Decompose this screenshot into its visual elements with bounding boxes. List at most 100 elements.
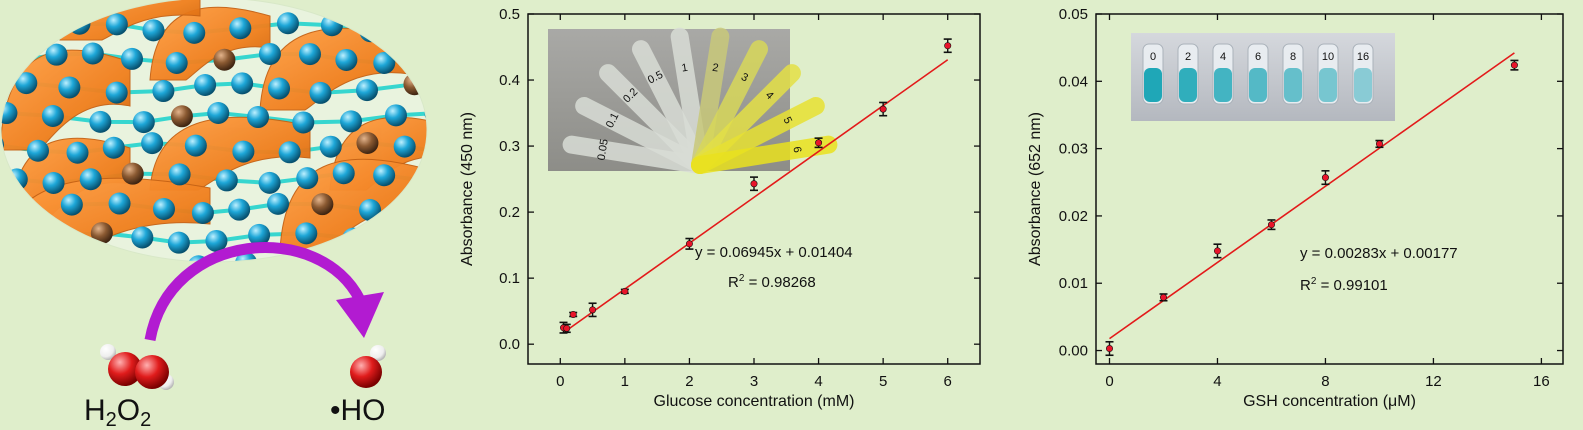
inset-tube-label: 8 bbox=[1290, 51, 1296, 63]
inset-tube-liquid bbox=[1319, 68, 1337, 102]
glucose-y-tick-label: 0.4 bbox=[499, 72, 520, 89]
inset-tube-label: 5 bbox=[781, 115, 794, 126]
carbon-atom bbox=[232, 140, 255, 163]
carbon-atom bbox=[1, 230, 20, 253]
gsh-chart: 0 2 4 6 8 10 16 0 4 8 12 16 0.00 0.01 0.02 0.03 0.04 0.0… bbox=[1027, 6, 1564, 410]
carbon-atom bbox=[353, 260, 376, 262]
inset-tube-liquid bbox=[1354, 68, 1372, 102]
carbon-atom bbox=[60, 193, 83, 216]
carbon-atom bbox=[26, 139, 49, 162]
gsh-x-tick-label: 12 bbox=[1425, 373, 1442, 390]
reactant-label: H2O2 bbox=[84, 394, 151, 430]
gsh-y-tick-label: 0.02 bbox=[1059, 208, 1088, 225]
glucose-y-tick-label: 0.0 bbox=[499, 336, 520, 353]
metal-atom bbox=[278, 256, 301, 262]
carbon-atom bbox=[1, 102, 18, 125]
metal-atom bbox=[121, 162, 144, 185]
carbon-atom bbox=[152, 80, 175, 103]
gsh-data-point bbox=[1159, 293, 1167, 301]
glucose-x-tick-label: 0 bbox=[556, 373, 564, 390]
inset-tube-label: 1 bbox=[681, 62, 689, 75]
inset-tube-label: 0.05 bbox=[596, 138, 611, 161]
gsh-x-tick-label: 0 bbox=[1105, 373, 1113, 390]
carbon-atom bbox=[436, 141, 458, 163]
carbon-atom bbox=[168, 163, 191, 186]
gsh-plot-frame bbox=[1095, 13, 1564, 365]
carbon-atom bbox=[292, 111, 315, 134]
gsh-fit-equation: y = 0.00283x + 0.00177 bbox=[1300, 245, 1458, 262]
glucose-x-tick-label: 6 bbox=[944, 373, 952, 390]
glucose-fit-equation: y = 0.06945x + 0.01404 bbox=[695, 244, 853, 261]
carbon-atom bbox=[248, 223, 271, 246]
carbon-atom bbox=[79, 168, 102, 191]
inset-tube-label: 4 bbox=[1220, 51, 1226, 63]
gsh-inset-photo: 0 2 4 6 8 10 16 bbox=[1131, 33, 1395, 121]
carbon-atom bbox=[141, 132, 164, 155]
carbon-atom bbox=[395, 21, 418, 44]
carbon-atom bbox=[421, 229, 427, 252]
carbon-atom bbox=[359, 20, 382, 43]
carbon-atom bbox=[131, 226, 154, 249]
carbon-atom bbox=[416, 47, 427, 70]
gsh-x-tick-label: 8 bbox=[1321, 373, 1329, 390]
carbon-atom bbox=[309, 81, 332, 104]
gsh-y-tick-label: 0.05 bbox=[1059, 6, 1088, 23]
inset-tube-label: 10 bbox=[1322, 51, 1334, 63]
carbon-atom bbox=[152, 198, 175, 221]
inset-tube-label: 2 bbox=[1185, 51, 1191, 63]
glucose-data-point bbox=[563, 324, 571, 332]
gsh-x-tick-label: 16 bbox=[1533, 373, 1550, 390]
carbon-atom bbox=[184, 134, 207, 157]
carbon-atom bbox=[132, 111, 155, 134]
metal-atom bbox=[311, 193, 334, 216]
inset-tube bbox=[1352, 43, 1374, 105]
carbon-atom bbox=[319, 135, 342, 158]
glucose-x-tick-label: 1 bbox=[621, 373, 629, 390]
inset-tube-liquid bbox=[1179, 68, 1197, 102]
carbon-atom bbox=[215, 169, 238, 192]
carbon-atom bbox=[89, 110, 112, 133]
carbon-atom bbox=[191, 201, 214, 224]
glucose-data-point bbox=[685, 240, 693, 248]
metal-atom bbox=[356, 132, 379, 155]
glucose-r-squared: R2 = 0.98268 bbox=[728, 273, 816, 291]
glucose-y-tick-label: 0.2 bbox=[499, 204, 520, 221]
carbon-atom bbox=[404, 201, 427, 224]
carbon-atom bbox=[108, 192, 131, 215]
glucose-y-tick-label: 0.3 bbox=[499, 138, 520, 155]
gsh-data-point bbox=[1510, 61, 1518, 69]
glucose-x-tick-label: 3 bbox=[750, 373, 758, 390]
glucose-data-point bbox=[815, 139, 823, 147]
carbon-atom bbox=[41, 104, 64, 127]
metal-atom bbox=[0, 22, 1, 44]
inset-tube-liquid bbox=[1214, 68, 1232, 102]
carbon-atom bbox=[359, 199, 382, 222]
inset-tube-label: 6 bbox=[1255, 51, 1261, 63]
carbon-atom bbox=[342, 227, 365, 250]
glucose-data-point bbox=[621, 287, 629, 295]
carbon-atom bbox=[447, 73, 469, 95]
inset-tube-label: 2 bbox=[711, 62, 719, 75]
inset-tube-label: 6 bbox=[790, 146, 803, 154]
gsh-y-tick-label: 0.00 bbox=[1059, 343, 1088, 360]
product-label: •HO bbox=[330, 394, 386, 427]
carbon-atom bbox=[418, 170, 427, 193]
carbon-atom bbox=[373, 164, 396, 187]
carbon-atom bbox=[393, 254, 416, 262]
carbon-atom bbox=[45, 43, 68, 66]
carbon-atom bbox=[393, 135, 416, 158]
gsh-r-squared: R2 = 0.99101 bbox=[1300, 276, 1388, 294]
carbon-atom bbox=[165, 51, 188, 74]
carbon-atom bbox=[268, 77, 291, 100]
glucose-x-tick-label: 4 bbox=[814, 373, 822, 390]
glucose-data-point bbox=[750, 180, 758, 188]
carbon-atom bbox=[81, 42, 104, 65]
carbon-atom bbox=[205, 229, 228, 252]
carbon-atom bbox=[258, 42, 281, 65]
carbon-atom bbox=[258, 171, 281, 194]
gsh-data-point bbox=[1321, 174, 1329, 182]
metal-atom bbox=[403, 73, 426, 96]
carbon-atom bbox=[438, 252, 460, 274]
